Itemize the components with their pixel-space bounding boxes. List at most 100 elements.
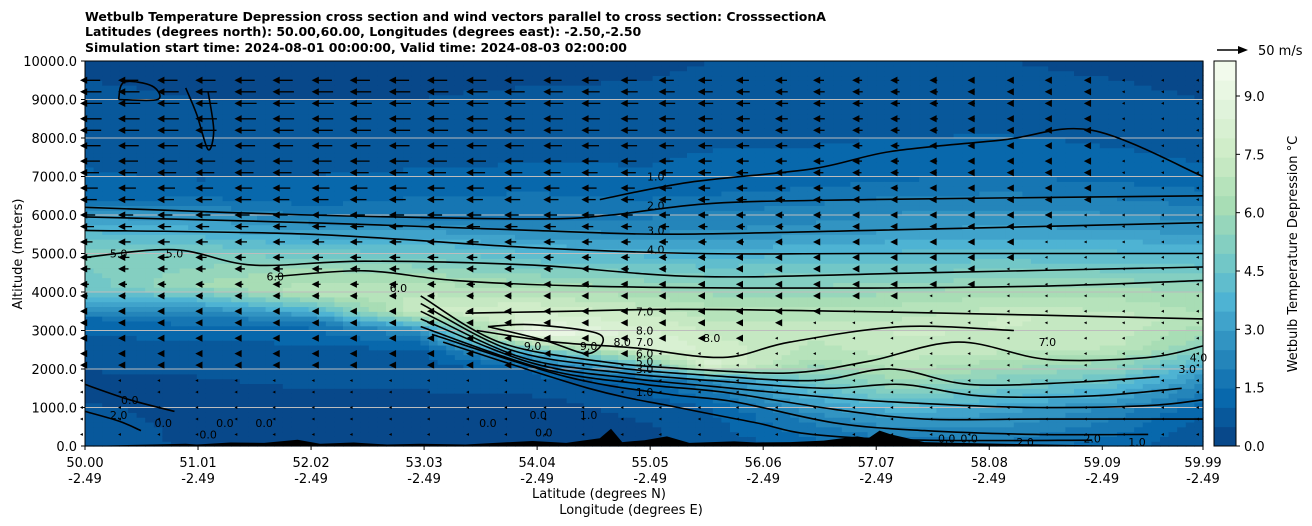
field-cell bbox=[480, 85, 490, 91]
field-cell bbox=[308, 369, 318, 375]
field-cell bbox=[291, 369, 301, 375]
field-cell bbox=[162, 426, 172, 433]
field-cell bbox=[583, 85, 593, 91]
field-cell bbox=[282, 243, 292, 250]
field-cell bbox=[566, 272, 576, 279]
field-cell bbox=[386, 397, 396, 404]
field-cell bbox=[566, 306, 576, 312]
field-cell bbox=[472, 325, 482, 332]
field-cell bbox=[93, 263, 103, 269]
field-cell bbox=[300, 282, 310, 288]
field-cell bbox=[583, 190, 593, 197]
field-cell bbox=[480, 205, 490, 211]
field-cell bbox=[497, 234, 507, 240]
field-cell bbox=[532, 70, 542, 77]
field-cell bbox=[274, 65, 284, 72]
field-cell bbox=[291, 287, 301, 293]
field-cell bbox=[334, 311, 344, 317]
field-cell bbox=[618, 388, 628, 394]
field-cell bbox=[300, 61, 310, 67]
field-cell bbox=[463, 393, 473, 399]
field-cell bbox=[454, 157, 464, 163]
field-cell bbox=[601, 229, 611, 235]
field-cell bbox=[171, 258, 181, 264]
field-cell bbox=[429, 94, 439, 101]
field-cell bbox=[110, 181, 120, 187]
field-cell bbox=[463, 181, 473, 187]
field-cell bbox=[532, 412, 542, 418]
field-cell bbox=[420, 118, 430, 125]
field-cell bbox=[162, 287, 172, 293]
field-cell bbox=[291, 320, 301, 327]
field-cell bbox=[231, 267, 241, 274]
field-cell bbox=[497, 162, 507, 168]
field-cell bbox=[368, 248, 378, 255]
field-cell bbox=[317, 138, 327, 144]
field-cell bbox=[274, 330, 284, 336]
field-cell bbox=[171, 200, 181, 206]
field-cell bbox=[188, 412, 198, 418]
field-cell bbox=[308, 104, 318, 110]
field-cell bbox=[549, 320, 559, 327]
field-cell bbox=[239, 364, 249, 370]
field-cell bbox=[592, 80, 602, 86]
field-cell bbox=[188, 234, 198, 240]
field-cell bbox=[532, 344, 542, 351]
field-cell bbox=[300, 383, 310, 389]
field-cell bbox=[265, 152, 275, 158]
field-cell bbox=[102, 292, 112, 298]
field-cell bbox=[515, 316, 525, 322]
field-cell bbox=[601, 263, 611, 269]
field-cell bbox=[308, 229, 318, 235]
field-cell bbox=[214, 335, 224, 341]
field-cell bbox=[549, 85, 559, 91]
field-cell bbox=[300, 349, 310, 356]
field-cell bbox=[437, 282, 447, 288]
field-cell bbox=[153, 243, 163, 250]
field-cell bbox=[231, 195, 241, 202]
field-cell bbox=[308, 340, 318, 346]
field-cell bbox=[549, 181, 559, 187]
field-cell bbox=[360, 118, 370, 125]
field-cell bbox=[437, 383, 447, 389]
field-cell bbox=[592, 311, 602, 317]
field-cell bbox=[274, 258, 284, 264]
field-cell bbox=[351, 190, 361, 197]
field-cell bbox=[196, 234, 206, 240]
field-cell bbox=[523, 253, 533, 259]
field-cell bbox=[153, 330, 163, 336]
field-cell bbox=[463, 123, 473, 129]
field-cell bbox=[566, 402, 576, 409]
field-cell bbox=[162, 210, 172, 216]
field-cell bbox=[162, 340, 172, 346]
field-cell bbox=[317, 70, 327, 77]
field-cell bbox=[394, 349, 404, 356]
field-cell bbox=[403, 330, 413, 336]
field-cell bbox=[506, 301, 516, 308]
field-cell bbox=[102, 277, 112, 283]
field-cell bbox=[532, 421, 542, 428]
field-cell bbox=[153, 354, 163, 360]
field-cell bbox=[377, 426, 387, 433]
field-cell bbox=[583, 407, 593, 413]
field-cell bbox=[196, 104, 206, 110]
field-cell bbox=[360, 128, 370, 134]
field-cell bbox=[386, 152, 396, 158]
field-cell bbox=[454, 65, 464, 72]
field-cell bbox=[110, 311, 120, 317]
field-cell bbox=[239, 205, 249, 211]
field-cell bbox=[128, 152, 138, 158]
field-cell bbox=[515, 301, 525, 308]
field-cell bbox=[437, 397, 447, 404]
field-cell bbox=[489, 118, 499, 125]
field-cell bbox=[506, 402, 516, 409]
field-cell bbox=[171, 397, 181, 404]
field-cell bbox=[265, 277, 275, 283]
field-cell bbox=[257, 109, 267, 115]
field-cell bbox=[153, 128, 163, 134]
field-cell bbox=[497, 152, 507, 158]
field-cell bbox=[592, 397, 602, 404]
field-cell bbox=[282, 75, 292, 81]
field-cell bbox=[188, 306, 198, 312]
field-cell bbox=[265, 80, 275, 86]
